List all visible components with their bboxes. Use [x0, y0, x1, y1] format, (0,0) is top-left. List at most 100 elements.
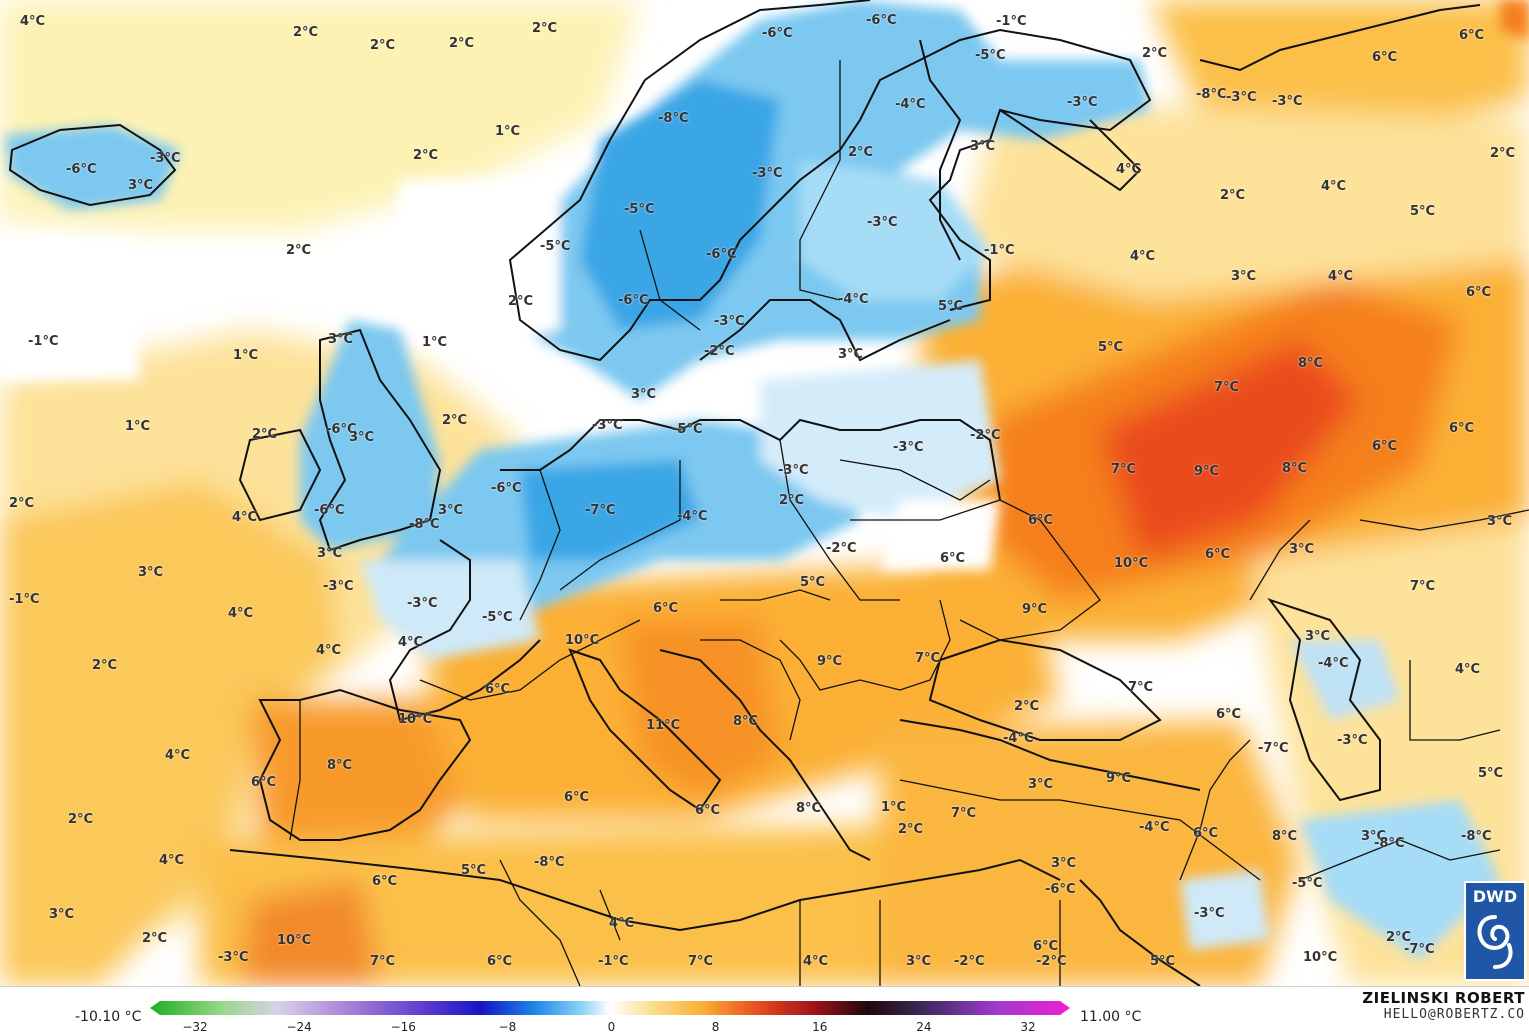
temperature-label: 3°C: [138, 565, 164, 580]
dwd-logo-text: DWD: [1472, 887, 1518, 906]
temperature-label: 1°C: [881, 800, 907, 815]
temperature-label: 1°C: [495, 124, 521, 139]
temperature-label: -6°C: [1045, 882, 1076, 897]
temperature-label: 4°C: [1455, 662, 1481, 677]
temperature-label: -5°C: [540, 239, 571, 254]
temperature-label: 4°C: [232, 510, 258, 525]
temperature-label: 2°C: [532, 21, 558, 36]
temperature-label: -3°C: [1194, 906, 1225, 921]
temperature-label: -3°C: [1226, 90, 1257, 105]
temperature-label: 4°C: [1328, 269, 1354, 284]
temperature-label: 2°C: [286, 243, 312, 258]
temperature-label: -5°C: [975, 48, 1006, 63]
temperature-label: 6°C: [940, 551, 966, 566]
temperature-label: 10°C: [565, 633, 600, 648]
temperature-label: 4°C: [316, 643, 342, 658]
temperature-label: -8°C: [1196, 87, 1227, 102]
temperature-label: 2°C: [442, 413, 468, 428]
temperature-label: 7°C: [1410, 579, 1436, 594]
temperature-label: 9°C: [1106, 771, 1132, 786]
temperature-label: 5°C: [800, 575, 826, 590]
temperature-label: 2°C: [142, 931, 168, 946]
scale-tick-label: −16: [390, 1020, 416, 1034]
temperature-label: -5°C: [672, 422, 703, 437]
temperature-label: 3°C: [349, 430, 375, 445]
temperature-label: 3°C: [1051, 856, 1077, 871]
temperature-label: -2°C: [970, 428, 1001, 443]
temperature-label: 9°C: [1022, 602, 1048, 617]
temperature-label: -4°C: [677, 509, 708, 524]
temperature-label: 4°C: [398, 635, 424, 650]
temperature-label: 5°C: [1098, 340, 1124, 355]
temperature-label: 6°C: [1205, 547, 1231, 562]
temperature-label: -6°C: [706, 247, 737, 262]
color-scale-bar: [150, 1001, 1070, 1015]
temperature-label: -2°C: [954, 954, 985, 969]
temperature-label: 3°C: [49, 907, 75, 922]
temperature-label: 1°C: [125, 419, 151, 434]
temperature-label: 6°C: [485, 682, 511, 697]
temperature-label: 1°C: [422, 335, 448, 350]
temperature-label: -2°C: [704, 344, 735, 359]
temperature-label: 8°C: [796, 801, 822, 816]
temperature-label: -4°C: [1003, 731, 1034, 746]
temperature-label: 7°C: [951, 806, 977, 821]
temperature-map: 4°C 2°C 2°C 2°C 2°C -6°C -1°C -6°C 6°C 2°C -5°C 6°C…: [0, 0, 1529, 986]
temperature-label: 2°C: [508, 294, 534, 309]
temperature-label: 8°C: [1272, 829, 1298, 844]
temperature-label: -6°C: [762, 26, 793, 41]
scale-tick-label: 0: [607, 1020, 616, 1034]
temperature-label: 1°C: [233, 348, 259, 363]
temperature-label: 6°C: [1028, 513, 1054, 528]
scale-tick-label: −8: [498, 1020, 517, 1034]
temperature-label: 6°C: [564, 790, 590, 805]
scale-gradient: [150, 1001, 1070, 1015]
temperature-label: 3°C: [838, 347, 864, 362]
scale-tick-label: 16: [812, 1020, 828, 1034]
temperature-label: 8°C: [1282, 461, 1308, 476]
temperature-label: -6°C: [66, 162, 97, 177]
temperature-label: 2°C: [293, 25, 319, 40]
temperature-label: 6°C: [1449, 421, 1475, 436]
temperature-label: 6°C: [487, 954, 513, 969]
temperature-label: 2°C: [9, 496, 35, 511]
temperature-label: -6°C: [866, 13, 897, 28]
temperature-label: -6°C: [314, 503, 345, 518]
temperature-label: 10°C: [1303, 950, 1338, 965]
dwd-swirl-icon: [1477, 915, 1513, 969]
temperature-label: 6°C: [1033, 939, 1059, 954]
temperature-label: 3°C: [1487, 514, 1513, 529]
temperature-label: 2°C: [1220, 188, 1246, 203]
temperature-label: 10°C: [398, 712, 433, 727]
temperature-label: -5°C: [624, 202, 655, 217]
country-borders: [289, 60, 1529, 986]
temperature-label: 7°C: [370, 954, 396, 969]
scale-tick-label: 8: [711, 1020, 720, 1034]
temperature-label: -3°C: [778, 463, 809, 478]
temperature-label: -6°C: [618, 293, 649, 308]
dwd-logo: DWD: [1464, 881, 1526, 981]
temperature-label: -2°C: [826, 541, 857, 556]
temperature-label: 2°C: [413, 148, 439, 163]
temperature-label: -3°C: [592, 418, 623, 433]
temperature-label: 3°C: [1305, 629, 1331, 644]
temperature-label: 3°C: [1289, 542, 1315, 557]
temperature-label: 4°C: [1130, 249, 1156, 264]
temperature-label: 3°C: [631, 387, 657, 402]
temperature-label: 7°C: [1111, 462, 1137, 477]
temperature-label: 3°C: [1028, 777, 1054, 792]
temperature-label: 4°C: [1321, 179, 1347, 194]
scale-tick-label: 32: [1020, 1020, 1036, 1034]
temperature-label: -3°C: [1067, 95, 1098, 110]
temperature-label: -1°C: [984, 243, 1015, 258]
temperature-label: -7°C: [1258, 741, 1289, 756]
scale-min-label: -10.10 °C: [75, 1009, 142, 1025]
temperature-label: 2°C: [898, 822, 924, 837]
temperature-label: 10°C: [277, 933, 312, 948]
temperature-label: 8°C: [733, 714, 759, 729]
temperature-label: 8°C: [1298, 356, 1324, 371]
temperature-label: 4°C: [1116, 162, 1142, 177]
temperature-label: 4°C: [165, 748, 191, 763]
temperature-label: -3°C: [893, 440, 924, 455]
temperature-label: 4°C: [228, 606, 254, 621]
